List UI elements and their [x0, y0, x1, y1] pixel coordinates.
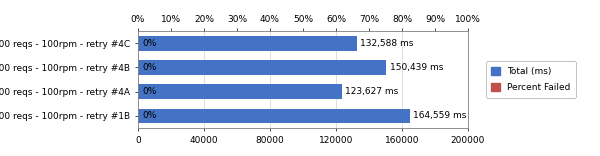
- Text: 164,559 ms: 164,559 ms: [413, 111, 466, 120]
- Text: 0%: 0%: [142, 63, 157, 72]
- Text: 0%: 0%: [142, 87, 157, 96]
- Text: 0%: 0%: [142, 39, 157, 48]
- Bar: [138, 109, 410, 123]
- Legend: Total (ms), Percent Failed: Total (ms), Percent Failed: [486, 61, 576, 98]
- Bar: [138, 60, 386, 75]
- Bar: [138, 36, 357, 51]
- Text: 132,588 ms: 132,588 ms: [360, 39, 413, 48]
- Bar: [138, 84, 342, 99]
- Text: 150,439 ms: 150,439 ms: [389, 63, 443, 72]
- Text: 0%: 0%: [142, 111, 157, 120]
- Text: 123,627 ms: 123,627 ms: [345, 87, 398, 96]
